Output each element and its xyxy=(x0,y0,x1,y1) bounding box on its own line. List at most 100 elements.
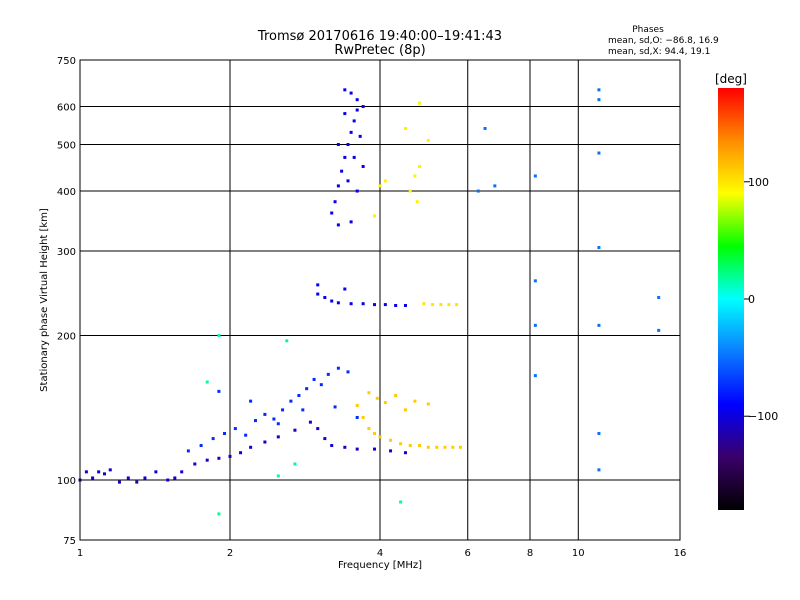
echo-point xyxy=(597,151,601,155)
x-tick-label: 10 xyxy=(572,548,585,559)
echo-point xyxy=(399,442,403,446)
y-axis-ticks: 75 100 200 300 400 500 600 750 xyxy=(57,56,76,547)
y-tick-label: 400 xyxy=(57,187,76,198)
echo-point xyxy=(343,155,347,159)
echo-point xyxy=(483,126,487,130)
echo-point xyxy=(336,143,340,147)
echo-point xyxy=(403,451,407,455)
echo-point xyxy=(403,126,407,130)
echo-point xyxy=(451,445,455,449)
x-tick-label: 4 xyxy=(377,548,383,559)
echo-point xyxy=(263,412,267,416)
echo-point xyxy=(166,478,170,482)
echo-point xyxy=(375,396,379,400)
echo-point xyxy=(352,155,356,159)
echo-point xyxy=(346,143,350,147)
colorbar-tick-label: 100 xyxy=(748,176,769,189)
echo-point xyxy=(316,283,320,287)
x-tick-label: 1 xyxy=(77,548,83,559)
echo-point xyxy=(223,432,227,436)
echo-point xyxy=(336,301,340,305)
echo-point xyxy=(352,119,356,123)
echo-point xyxy=(417,101,421,105)
echo-point xyxy=(597,98,601,102)
echo-point xyxy=(211,437,215,441)
echo-point xyxy=(394,303,398,307)
echo-point xyxy=(597,323,601,327)
echo-point xyxy=(355,415,359,419)
echo-point xyxy=(293,462,297,466)
echo-point xyxy=(408,189,412,193)
colorbar-tick-label: −100 xyxy=(748,410,778,423)
echo-point xyxy=(193,462,197,466)
echo-point xyxy=(312,377,316,381)
echo-point xyxy=(340,169,344,173)
echo-point xyxy=(84,470,88,474)
data-points xyxy=(78,88,661,516)
x-tick-label: 16 xyxy=(674,548,687,559)
echo-point xyxy=(316,427,320,431)
echo-point xyxy=(417,444,421,448)
y-tick-label: 500 xyxy=(57,141,76,152)
y-tick-label: 200 xyxy=(57,332,76,343)
echo-point xyxy=(228,454,232,458)
echo-point xyxy=(301,408,305,412)
echo-point xyxy=(272,417,276,421)
echo-point xyxy=(253,419,257,423)
echo-point xyxy=(378,184,382,188)
echo-point xyxy=(476,189,480,193)
echo-point xyxy=(103,472,107,476)
echo-point xyxy=(330,211,334,215)
y-tick-label: 600 xyxy=(57,103,76,114)
echo-point xyxy=(336,223,340,227)
echo-point xyxy=(343,445,347,449)
echo-point xyxy=(413,174,417,178)
echo-point xyxy=(361,302,365,306)
echo-point xyxy=(217,389,221,393)
echo-point xyxy=(373,447,377,451)
y-tick-label: 75 xyxy=(63,536,76,547)
echo-point xyxy=(426,402,430,406)
echo-point xyxy=(233,427,237,431)
echo-point xyxy=(533,174,537,178)
echo-point xyxy=(281,408,285,412)
echo-point xyxy=(323,437,327,441)
phases-x-stats: mean, sd,X: 94.4, 19.1 xyxy=(608,47,710,57)
echo-point xyxy=(308,420,312,424)
echo-point xyxy=(533,323,537,327)
echo-point xyxy=(97,470,101,474)
echo-point xyxy=(154,470,158,474)
echo-point xyxy=(326,372,330,376)
echo-point xyxy=(403,408,407,412)
echo-point xyxy=(533,374,537,378)
echo-point xyxy=(349,302,353,306)
echo-point xyxy=(239,451,243,455)
echo-point xyxy=(346,370,350,374)
echo-point xyxy=(597,468,601,472)
chart-title: Tromsø 20170616 19:40:00–19:41:43 xyxy=(257,29,502,44)
echo-point xyxy=(455,303,459,307)
echo-point xyxy=(355,403,359,407)
x-tick-label: 2 xyxy=(227,548,233,559)
chart-subtitle: RwPretec (8p) xyxy=(334,43,425,58)
echo-point xyxy=(91,476,95,480)
echo-point xyxy=(276,422,280,426)
echo-point xyxy=(249,445,253,449)
echo-point xyxy=(358,134,362,138)
colorbar-ticks: −100 0 100 xyxy=(744,176,778,423)
echo-point xyxy=(349,220,353,224)
echo-point xyxy=(349,130,353,134)
echo-point xyxy=(186,449,190,453)
colorbar-label: [deg] xyxy=(715,72,747,86)
echo-point xyxy=(383,401,387,405)
echo-point xyxy=(533,279,537,283)
echo-point xyxy=(276,435,280,439)
echo-point xyxy=(346,179,350,183)
echo-point xyxy=(415,200,419,204)
echo-point xyxy=(597,432,601,436)
echo-point xyxy=(244,433,248,437)
echo-point xyxy=(422,302,426,306)
echo-point xyxy=(383,303,387,307)
echo-point xyxy=(361,164,365,168)
echo-point xyxy=(373,432,377,436)
